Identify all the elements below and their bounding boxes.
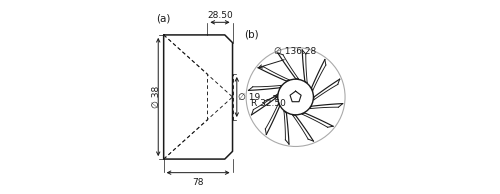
Text: ∅ 136.28: ∅ 136.28 [274,47,316,56]
Text: ∅ 38: ∅ 38 [152,86,161,108]
Text: 78: 78 [192,178,204,186]
Text: 28.50: 28.50 [207,11,233,20]
Text: R 32.50: R 32.50 [251,99,286,108]
Text: ∅ 19: ∅ 19 [238,93,260,101]
Text: (a): (a) [156,13,170,23]
Text: (b): (b) [244,30,259,40]
